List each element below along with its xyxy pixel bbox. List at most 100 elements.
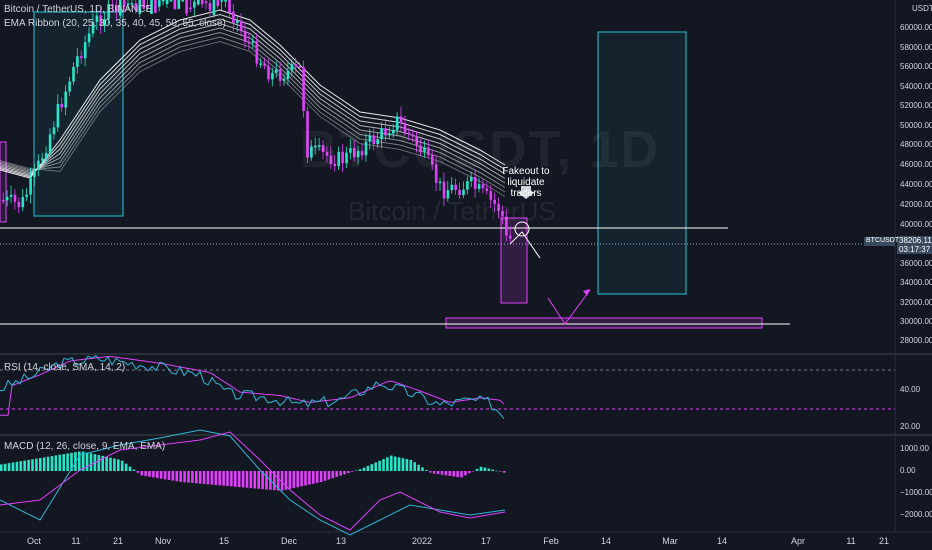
macd-bar <box>206 471 210 485</box>
price-tick-label: 52000.00 <box>900 101 932 110</box>
rsi-line <box>0 354 505 419</box>
macd-bar <box>429 471 432 473</box>
time-tick-label: Dec <box>281 536 298 546</box>
candle-body <box>72 66 75 82</box>
time-tick-label: 15 <box>218 536 229 546</box>
macd-bar <box>50 456 54 471</box>
macd-bar <box>148 471 151 477</box>
candle-body <box>107 4 110 20</box>
macd-bar <box>273 471 276 491</box>
candle-body <box>193 1 196 8</box>
macd-bar <box>19 461 23 471</box>
candle-body <box>392 129 395 134</box>
candle-body <box>442 181 446 199</box>
ema-ribbon-label[interactable]: EMA Ribbon (20, 25, 30, 35, 40, 45, 50, … <box>4 18 226 29</box>
macd-bar <box>362 467 366 471</box>
symbol-title[interactable]: Bitcoin / TetherUS, 1D, BINANCE <box>4 4 153 15</box>
candle-body <box>228 0 231 13</box>
candle-body <box>255 41 259 64</box>
price-tick-label: 30000.00 <box>900 317 932 326</box>
candle-body <box>130 3 134 5</box>
macd-bar <box>191 471 194 483</box>
time-tick-label: 21 <box>112 536 123 546</box>
macd-bar <box>81 451 85 471</box>
candle-body <box>446 190 450 199</box>
macd-line <box>0 429 506 536</box>
macd-bar <box>187 471 190 483</box>
candle-body <box>505 216 508 236</box>
candle-body <box>56 103 60 128</box>
candle-body <box>454 184 457 190</box>
macd-bar <box>109 457 112 471</box>
macd-bar <box>257 471 260 489</box>
macd-bar <box>159 471 163 479</box>
candle-body <box>173 0 177 10</box>
candle-body <box>399 116 403 124</box>
macd-bar <box>97 455 101 471</box>
candle-body <box>411 134 415 137</box>
macd-bar <box>241 471 245 488</box>
box-support-zone <box>445 317 763 329</box>
candle-body <box>158 0 161 7</box>
candle-body <box>434 164 438 183</box>
macd-bar <box>409 459 413 471</box>
box-left-edge <box>0 141 7 223</box>
macd-bar <box>393 456 397 471</box>
candle-body <box>329 155 333 164</box>
macd-bar <box>280 471 284 491</box>
candle-body <box>243 30 247 43</box>
candle-body <box>341 151 344 164</box>
candle-body <box>13 194 17 202</box>
macd-bar <box>179 471 182 482</box>
candle-body <box>290 64 294 71</box>
macd-bar <box>452 471 455 477</box>
fakeout-circle <box>514 221 530 237</box>
candle-body <box>181 0 184 2</box>
time-tick-label: 13 <box>335 536 346 546</box>
candle-body <box>501 210 504 217</box>
macd-bar <box>120 460 124 471</box>
macd-bar <box>335 471 338 477</box>
time-tick-label: Feb <box>543 536 559 546</box>
macd-bar <box>7 463 11 471</box>
macd-label[interactable]: MACD (12, 26, close, 9, EMA, EMA) <box>4 441 166 452</box>
time-tick-label: 2022 <box>411 536 433 546</box>
candle-body <box>232 11 235 24</box>
candle-body <box>368 135 372 142</box>
macd-bar <box>460 471 463 478</box>
candle-body <box>317 145 321 147</box>
candle-body <box>204 1 208 3</box>
macd-bar <box>245 471 249 488</box>
candle-body <box>216 0 220 7</box>
macd-bar <box>331 471 335 479</box>
fakeout-annotation-line2: liquidate traders <box>507 177 545 199</box>
rsi-label[interactable]: RSI (14, close, SMA, 14, 2) <box>4 362 126 373</box>
macd-bar <box>101 455 104 471</box>
ema-ribbon-line <box>0 18 506 176</box>
time-tick-label: Oct <box>26 536 41 546</box>
candle-body <box>384 128 387 136</box>
price-tick-label: 28000.00 <box>900 336 932 345</box>
time-tick-label: 14 <box>600 536 611 546</box>
candle-body <box>337 151 340 167</box>
ema-ribbon-line <box>0 13 506 178</box>
price-tick-label: 42000.00 <box>900 200 932 209</box>
macd-bar <box>366 465 370 471</box>
candle-body <box>302 67 305 112</box>
macd-bar <box>405 459 409 471</box>
ema-ribbon-line <box>0 36 506 193</box>
box-target-range <box>597 31 687 295</box>
macd-bar <box>62 454 65 471</box>
macd-bar <box>31 459 34 471</box>
price-tick-label: 40000.00 <box>900 220 932 229</box>
macd-bar <box>323 471 327 481</box>
candle-body <box>349 148 352 153</box>
candle-body <box>5 196 9 201</box>
candle-body <box>177 0 181 9</box>
candle-body <box>419 145 422 153</box>
macd-bar <box>487 468 491 471</box>
candle-body <box>388 133 391 136</box>
macd-bar <box>503 471 506 473</box>
macd-bar <box>339 471 342 476</box>
